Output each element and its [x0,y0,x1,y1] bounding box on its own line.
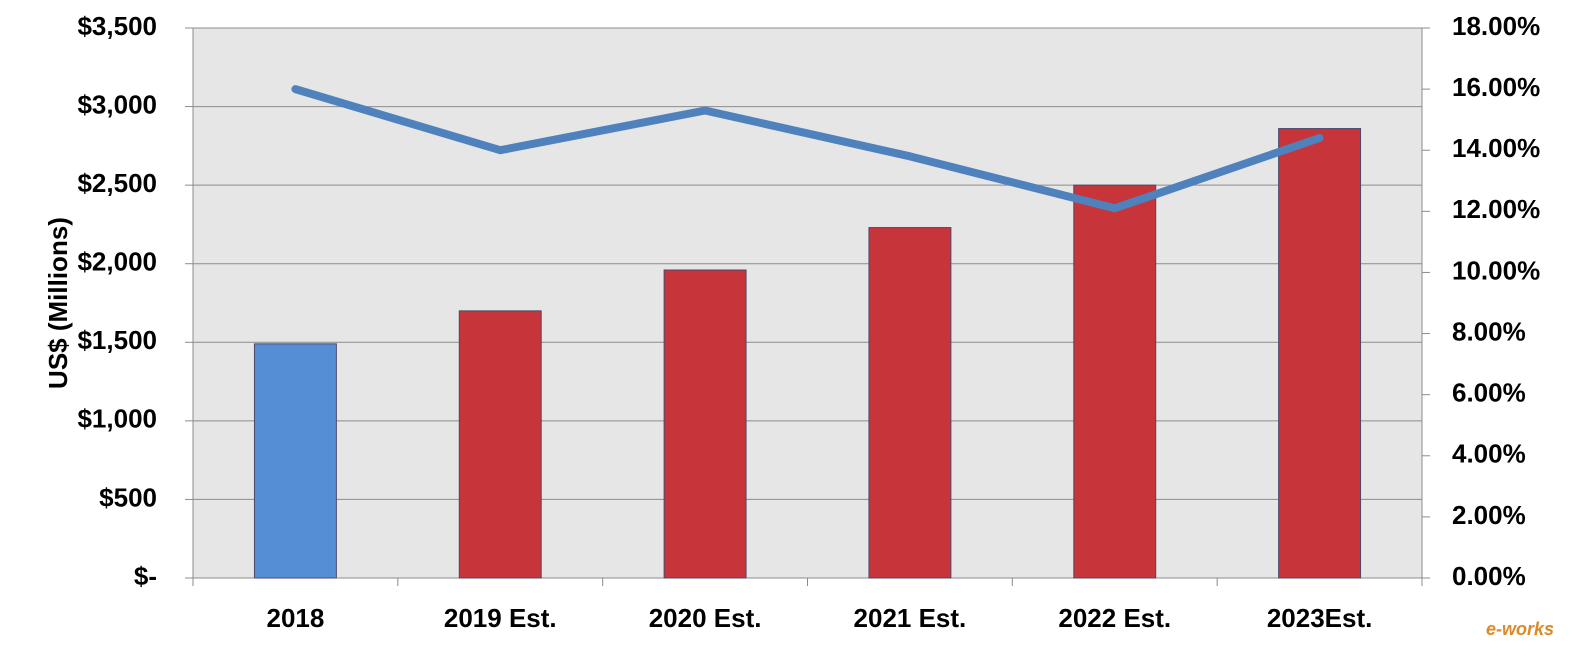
y2-tick-label: 12.00% [1452,194,1540,224]
x-tick-label: 2019 Est. [444,603,557,633]
y-axis-title: US$ (Millions) [43,217,73,389]
bar [1278,128,1362,579]
line [291,85,1324,213]
y-tick-label: $3,000 [77,89,157,119]
y-tick-label: $2,500 [77,168,157,198]
bar [663,269,747,579]
y2-tick-label: 14.00% [1452,133,1540,163]
bar [458,310,542,579]
bar [253,343,337,579]
x-tick-label: 2023Est. [1267,603,1373,633]
y2-tick-label: 6.00% [1452,378,1526,408]
x-tick-label: 2022 Est. [1058,603,1171,633]
y-tick-label: $1,000 [77,404,157,434]
bar [1073,184,1157,579]
x-tick-label: 2021 Est. [854,603,967,633]
y2-tick-label: 2.00% [1452,500,1526,530]
x-tick-label: 2018 [266,603,324,633]
watermark: e-works [1486,619,1554,639]
y-tick-label: $3,500 [77,11,157,41]
y2-tick-label: 0.00% [1452,561,1526,591]
y-tick-label: $- [134,561,157,591]
y2-tick-label: 4.00% [1452,439,1526,469]
y-tick-label: $2,000 [77,247,157,277]
y-tick-label: $1,500 [77,325,157,355]
x-tick-label: 2020 Est. [649,603,762,633]
y2-tick-label: 16.00% [1452,72,1540,102]
y2-tick-label: 18.00% [1452,11,1540,41]
bar [868,227,952,579]
y-tick-label: $500 [99,482,157,512]
y2-tick-label: 10.00% [1452,255,1540,285]
y2-tick-label: 8.00% [1452,316,1526,346]
